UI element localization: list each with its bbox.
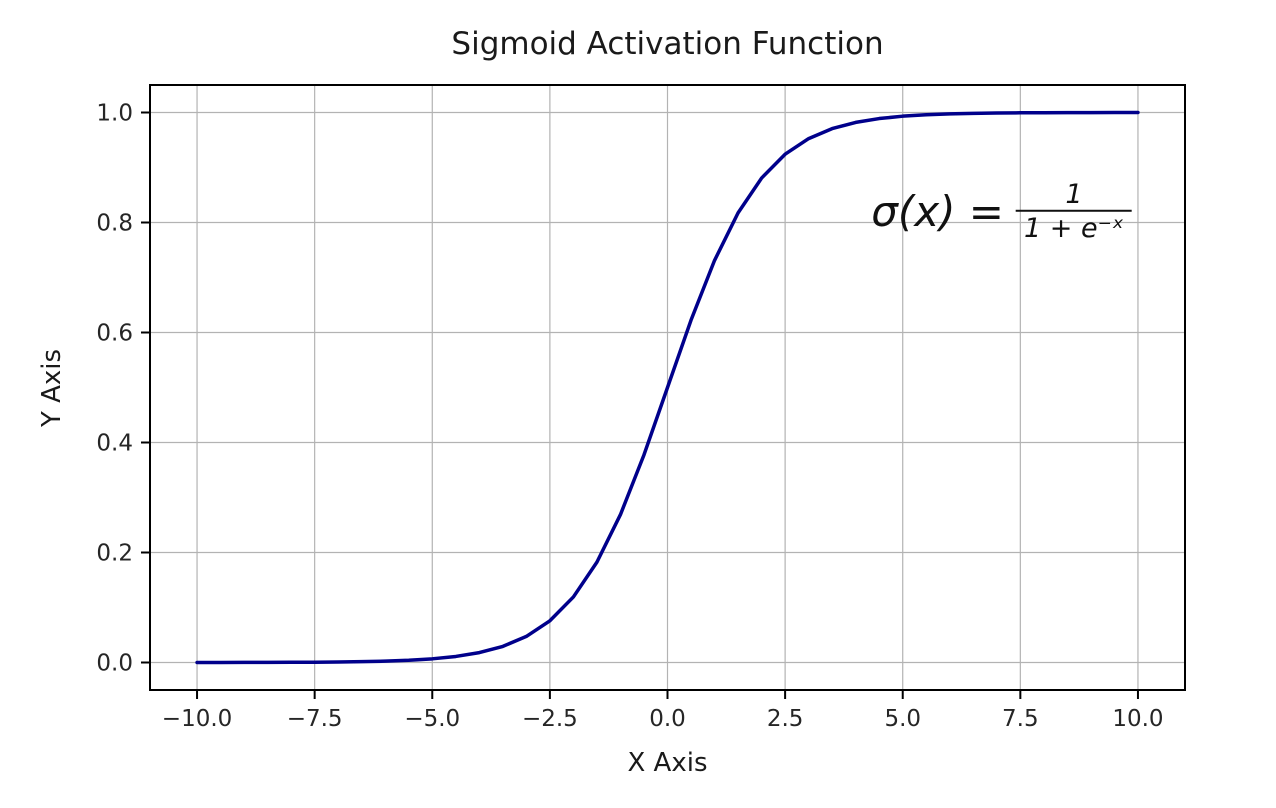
x-tick-label: −5.0 — [404, 706, 460, 732]
y-tick-label: 0.6 — [96, 321, 133, 347]
y-tick-label: 0.0 — [96, 651, 133, 677]
x-tick-label: 7.5 — [1002, 706, 1039, 732]
y-tick-label: 0.2 — [96, 541, 133, 567]
x-tick-label: 2.5 — [767, 706, 804, 732]
formula-annotation: σ(x) = 1 1 + e⁻ˣ — [871, 179, 1132, 243]
x-tick-label: −2.5 — [522, 706, 578, 732]
x-tick-label: 5.0 — [884, 706, 921, 732]
sigmoid-line — [195, 110, 1140, 665]
formula-fraction: 1 1 + e⁻ˣ — [1016, 179, 1132, 243]
y-axis-label: Y Axis — [37, 348, 67, 428]
y-tick-label: 1.0 — [96, 101, 133, 127]
formula-lhs: σ(x) = — [871, 187, 1004, 236]
x-tick-label: −10.0 — [162, 706, 232, 732]
formula-denominator: 1 + e⁻ˣ — [1016, 209, 1132, 244]
formula-numerator: 1 — [1065, 178, 1083, 210]
plot-area: −10.0 −7.5 −5.0 −2.5 0.0 2.5 5.0 7.5 10.0 0.0 0.2 0… — [96, 84, 1186, 732]
y-tick-label: 0.8 — [96, 211, 133, 237]
x-axis-label: X Axis — [627, 748, 708, 778]
x-tick-label: 0.0 — [649, 706, 686, 732]
x-tick-label: 10.0 — [1112, 706, 1163, 732]
plot-border — [149, 84, 1186, 691]
y-tick-label: 0.4 — [96, 431, 133, 457]
x-tick-label: −7.5 — [287, 706, 343, 732]
chart-title: Sigmoid Activation Function — [451, 26, 884, 62]
